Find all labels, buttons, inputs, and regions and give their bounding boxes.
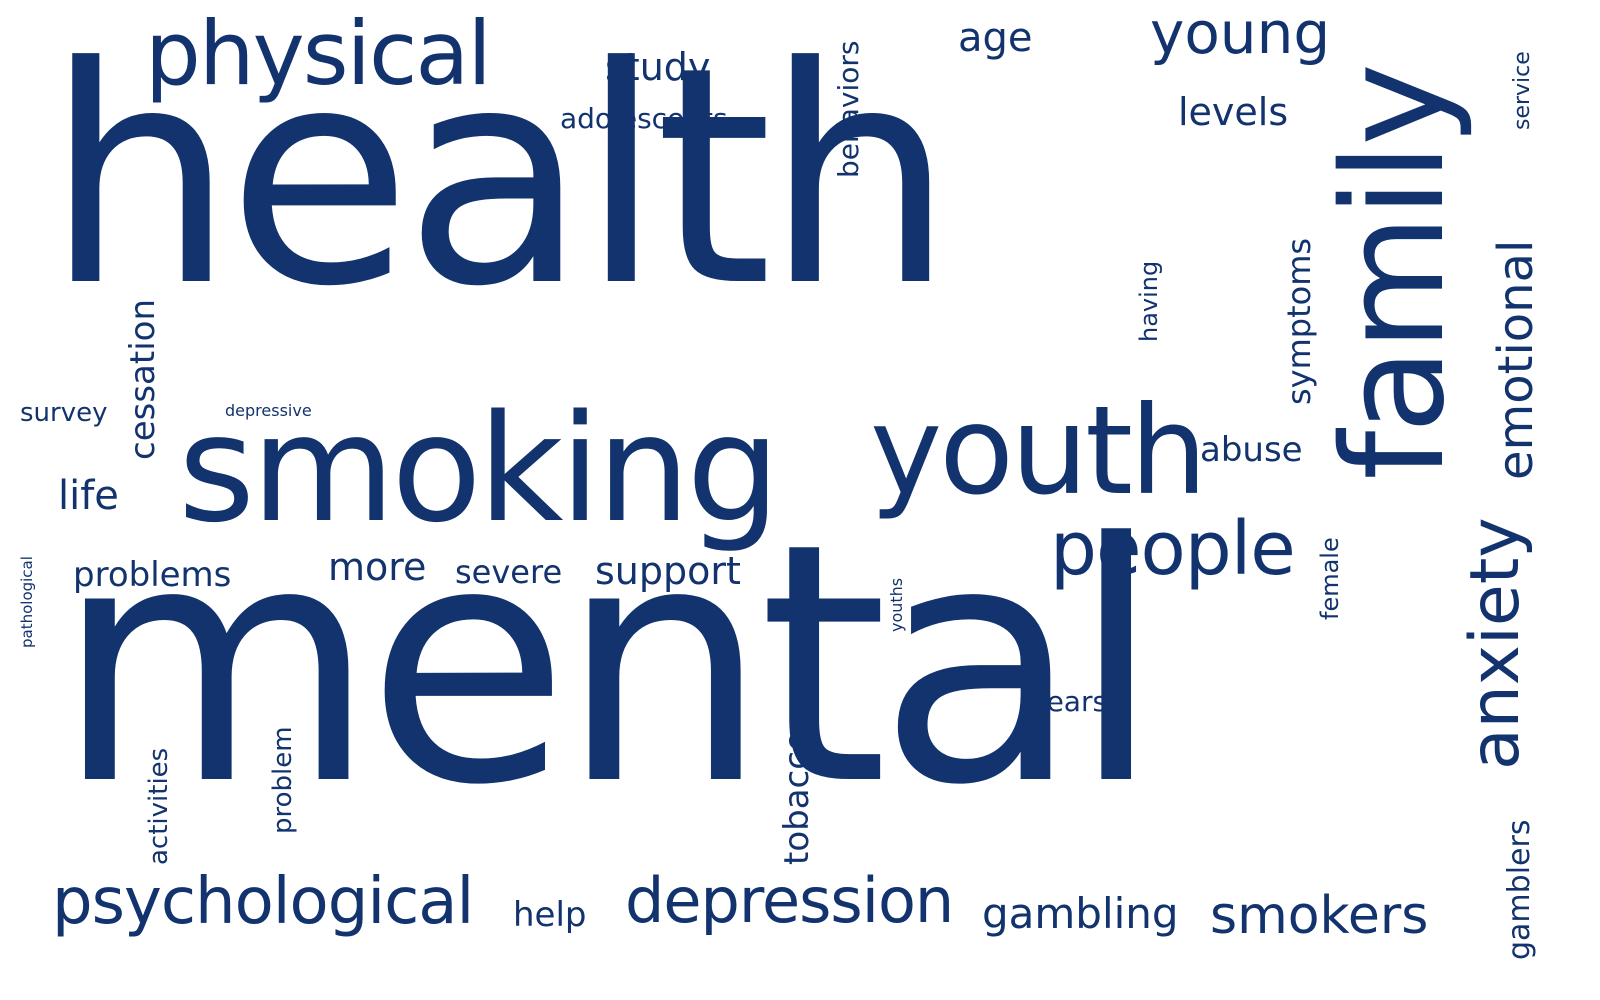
word-activities: activities — [144, 747, 174, 865]
word-smoking: smoking — [178, 383, 780, 555]
word-cessation: cessation — [123, 298, 163, 460]
word-physical: physical — [145, 2, 492, 105]
word-mental: mental — [55, 473, 1162, 857]
word-depression: depression — [625, 864, 954, 937]
word-pathological: pathological — [18, 556, 36, 648]
word-service: service — [1510, 51, 1535, 130]
word-symptoms: symptoms — [1280, 237, 1318, 405]
word-anxiety: anxiety — [1456, 517, 1535, 770]
word-tobacco: tobacco — [777, 730, 817, 865]
word-age: age — [958, 15, 1033, 61]
word-survey: survey — [20, 398, 108, 428]
word-having: having — [1135, 260, 1163, 342]
word-more: more — [328, 545, 427, 589]
word-youths: youths — [887, 577, 906, 632]
word-adolescents: adolescents — [560, 102, 728, 135]
word-levels: levels — [1178, 90, 1289, 134]
word-health: health — [45, 3, 955, 352]
word-study: study — [605, 45, 711, 89]
word-gambling: gambling — [982, 889, 1179, 938]
word-life: life — [58, 473, 119, 519]
word-years: years — [1030, 685, 1108, 718]
word-psychological: psychological — [52, 865, 474, 939]
word-smokers: smokers — [1210, 886, 1429, 946]
word-gamblers: gamblers — [1502, 819, 1537, 960]
word-female: female — [1316, 537, 1344, 620]
word-youth: youth — [870, 380, 1207, 522]
word-abuse: abuse — [1200, 430, 1303, 470]
word-young: young — [1150, 0, 1331, 67]
word-depressive: depressive — [225, 401, 312, 420]
word-behaviors: behaviors — [832, 40, 865, 178]
word-people: people — [1050, 506, 1296, 592]
word-problem: problem — [268, 726, 298, 834]
word-family: family — [1313, 65, 1476, 480]
word-problems: problems — [73, 555, 232, 595]
word-emotional: emotional — [1488, 239, 1544, 480]
word-severe: severe — [455, 553, 563, 591]
word-support: support — [595, 549, 741, 593]
word-help: help — [513, 895, 587, 935]
